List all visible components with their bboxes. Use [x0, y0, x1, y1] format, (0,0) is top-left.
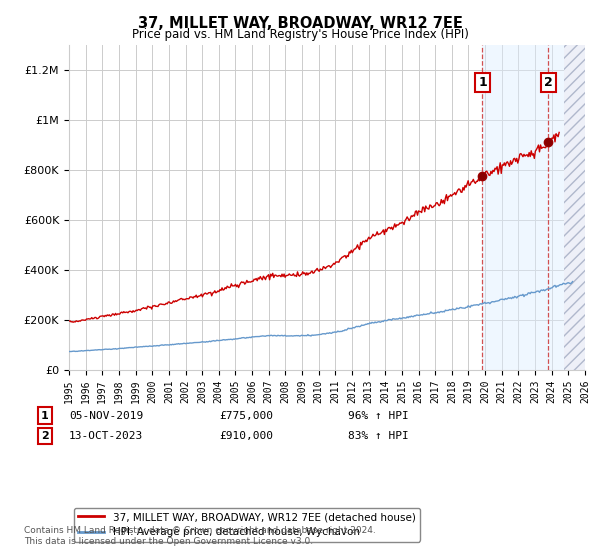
Text: 13-OCT-2023: 13-OCT-2023 [69, 431, 143, 441]
Text: 2: 2 [544, 76, 553, 88]
Text: 05-NOV-2019: 05-NOV-2019 [69, 410, 143, 421]
Bar [564, 45, 585, 370]
Text: 1: 1 [478, 76, 487, 88]
Text: Price paid vs. HM Land Registry's House Price Index (HPI): Price paid vs. HM Land Registry's House … [131, 28, 469, 41]
Text: 37, MILLET WAY, BROADWAY, WR12 7EE: 37, MILLET WAY, BROADWAY, WR12 7EE [137, 16, 463, 31]
Legend: 37, MILLET WAY, BROADWAY, WR12 7EE (detached house), HPI: Average price, detache: 37, MILLET WAY, BROADWAY, WR12 7EE (deta… [74, 508, 420, 542]
Bar [482, 45, 564, 370]
Text: £775,000: £775,000 [219, 410, 273, 421]
Text: Contains HM Land Registry data © Crown copyright and database right 2024.
This d: Contains HM Land Registry data © Crown c… [24, 526, 376, 546]
Text: 2: 2 [41, 431, 49, 441]
Text: 83% ↑ HPI: 83% ↑ HPI [348, 431, 409, 441]
Text: £910,000: £910,000 [219, 431, 273, 441]
Text: 1: 1 [41, 410, 49, 421]
Text: 96% ↑ HPI: 96% ↑ HPI [348, 410, 409, 421]
